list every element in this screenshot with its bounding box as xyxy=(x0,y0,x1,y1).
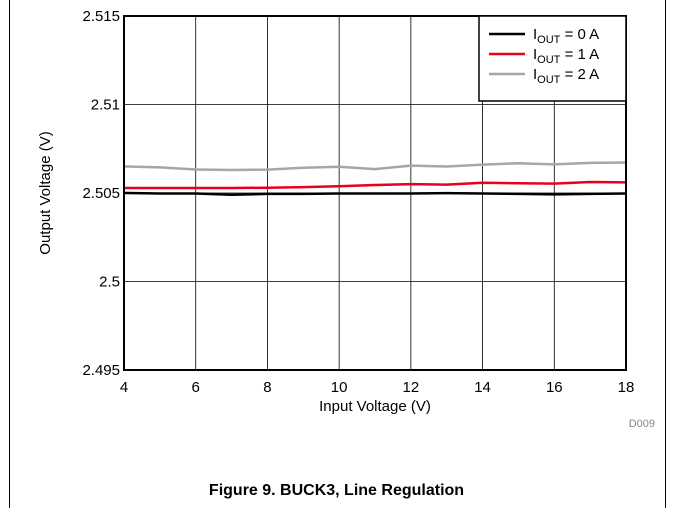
y-tick-label: 2.5 xyxy=(99,274,120,291)
y-axis-label: Output Voltage (V) xyxy=(37,131,54,254)
x-tick-label: 6 xyxy=(192,379,200,396)
page-border-right xyxy=(665,0,666,508)
series-line xyxy=(123,161,627,172)
series-line xyxy=(124,180,627,190)
series-layer xyxy=(123,161,627,197)
figure-code: D009 xyxy=(629,418,655,430)
y-tick-label: 2.515 xyxy=(82,8,120,25)
legend-label: IOUT = 0 A xyxy=(533,26,599,46)
legend-box xyxy=(478,15,627,102)
x-tick-label: 10 xyxy=(331,379,348,396)
figure-caption: Figure 9. BUCK3, Line Regulation xyxy=(208,482,465,499)
plot-frame xyxy=(123,15,627,371)
legend-label: IOUT = 2 A xyxy=(533,66,599,86)
x-tick-label: 12 xyxy=(403,379,420,396)
x-tick-label: 16 xyxy=(546,379,563,396)
x-tick-label: 18 xyxy=(618,379,635,396)
series-line xyxy=(123,191,627,197)
x-tick-labels: 4 6 8 10 12 14 16 18 xyxy=(120,379,635,396)
y-tick-labels: 2.495 2.5 2.505 2.51 2.515 xyxy=(82,8,120,379)
y-tick-label: 2.505 xyxy=(82,185,120,202)
y-tick-label: 2.51 xyxy=(91,97,120,114)
x-tick-label: 4 xyxy=(120,379,128,396)
x-tick-label: 14 xyxy=(474,379,491,396)
legend-label: IOUT = 1 A xyxy=(533,46,599,66)
x-tick-label: 8 xyxy=(263,379,271,396)
y-tick-label: 2.495 xyxy=(82,362,120,379)
page-border-left xyxy=(9,0,10,508)
x-axis-label: Input Voltage (V) xyxy=(319,398,431,415)
line-chart: 4 6 8 10 12 14 16 18 2.495 2.5 2.505 2.51 2.515 Inp… xyxy=(37,8,655,430)
